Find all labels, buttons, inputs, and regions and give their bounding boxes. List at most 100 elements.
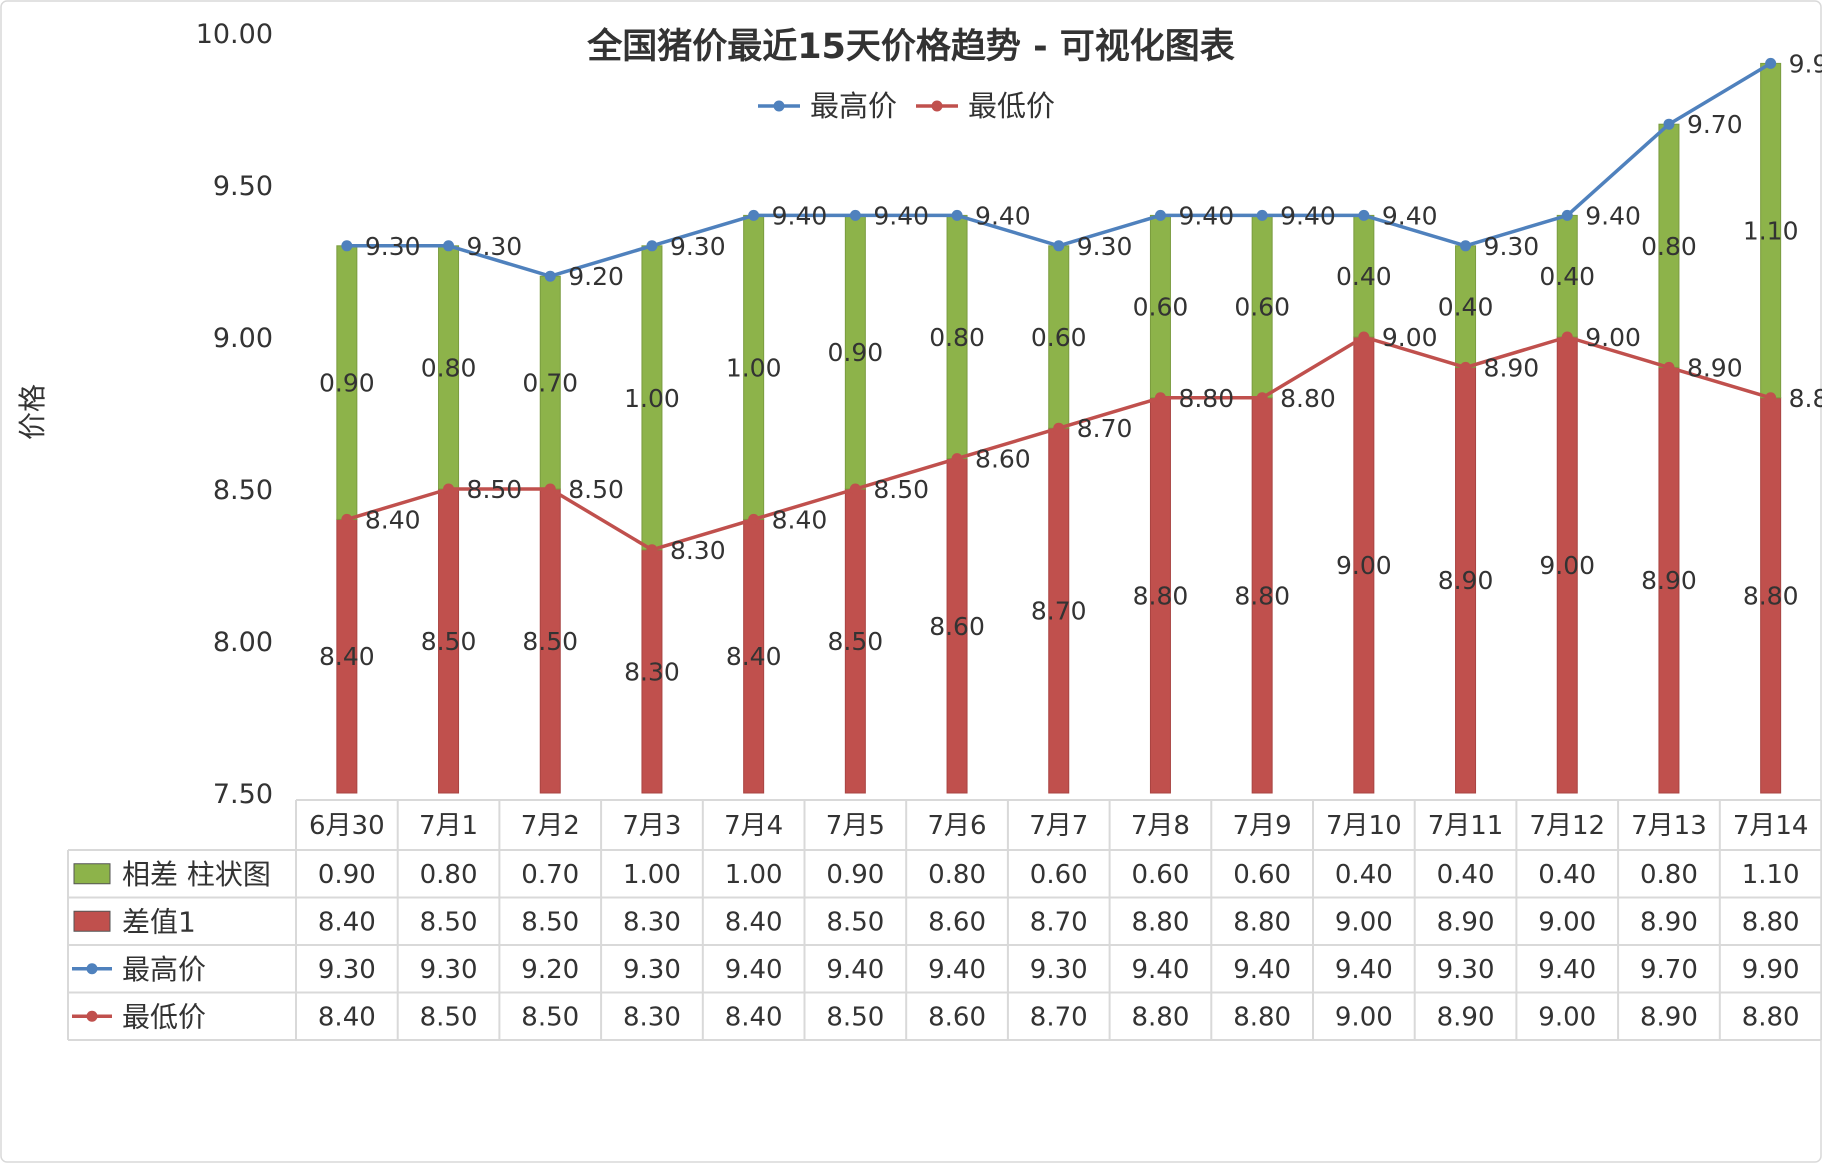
point-min-price bbox=[1663, 361, 1675, 373]
table-cell: 8.40 bbox=[318, 1002, 376, 1032]
point-min-label: 8.90 bbox=[1687, 353, 1743, 382]
legend-item-min: 最低价 bbox=[916, 89, 1055, 123]
bar-diff-label: 1.00 bbox=[726, 353, 782, 382]
point-max-label: 9.30 bbox=[467, 232, 523, 261]
x-tick-label: 7月7 bbox=[1029, 811, 1088, 841]
row-label: 最高价 bbox=[122, 953, 206, 986]
point-max-label: 9.40 bbox=[1178, 201, 1234, 230]
point-max-label: 9.40 bbox=[1585, 201, 1641, 230]
table-cell: 9.40 bbox=[725, 955, 783, 985]
table-cell: 8.50 bbox=[420, 1002, 478, 1032]
table-cell: 0.40 bbox=[1538, 860, 1596, 890]
table-cell: 0.40 bbox=[1437, 860, 1495, 890]
bar-base-label: 8.40 bbox=[319, 642, 375, 671]
point-min-price bbox=[1053, 422, 1065, 434]
bar-base-label: 8.80 bbox=[1743, 581, 1799, 610]
point-max-price bbox=[341, 240, 353, 252]
point-max-price bbox=[544, 270, 556, 282]
legend-label: 最高价 bbox=[810, 89, 897, 123]
legend: 最高价 最低价 bbox=[758, 89, 1055, 123]
table-row: 差值1 8.40 8.50 8.50 8.30 8.40 8.50 8.60 8.70 8.80 8… bbox=[73, 905, 1800, 938]
table-cell: 9.40 bbox=[1132, 955, 1190, 985]
table-cell: 9.00 bbox=[1538, 1002, 1596, 1032]
table-cell: 9.30 bbox=[1030, 955, 1088, 985]
bar-base-label: 8.80 bbox=[1133, 581, 1189, 610]
x-tick-label: 7月3 bbox=[622, 811, 681, 841]
point-min-price bbox=[1154, 392, 1166, 404]
point-max-label: 9.40 bbox=[772, 201, 828, 230]
point-min-label: 8.50 bbox=[873, 475, 929, 504]
table-cell: 8.40 bbox=[318, 907, 376, 937]
table-cell: 8.80 bbox=[1742, 907, 1800, 937]
point-min-label: 8.30 bbox=[670, 536, 726, 565]
point-max-price bbox=[443, 240, 455, 252]
table-cell: 8.80 bbox=[1233, 1002, 1291, 1032]
table-cell: 8.70 bbox=[1030, 907, 1088, 937]
table-cell: 8.80 bbox=[1742, 1002, 1800, 1032]
y-axis-ticks: 7.50 8.00 8.50 9.00 9.50 10.00 bbox=[196, 19, 273, 810]
table-cell: 0.90 bbox=[826, 860, 884, 890]
point-min-label: 8.40 bbox=[772, 505, 828, 534]
point-max-label: 9.40 bbox=[975, 201, 1031, 230]
x-tick-label: 7月12 bbox=[1529, 811, 1605, 841]
point-max-price bbox=[1358, 209, 1370, 221]
table-cell: 0.70 bbox=[521, 860, 579, 890]
row-label: 差值1 bbox=[122, 905, 196, 938]
legend-item-max: 最高价 bbox=[758, 89, 897, 123]
point-min-label: 8.50 bbox=[467, 475, 523, 504]
bar-diff-label: 1.00 bbox=[624, 384, 680, 413]
table-cell: 9.90 bbox=[1742, 955, 1800, 985]
table-cell: 8.80 bbox=[1233, 907, 1291, 937]
table-row: 最低价 8.40 8.50 8.50 8.30 8.40 8.50 8.60 8.70 8.80 8… bbox=[72, 1000, 1800, 1033]
table-cell: 9.30 bbox=[1437, 955, 1495, 985]
point-min-price bbox=[849, 483, 861, 495]
data-table: 6月30 7月1 7月2 7月3 7月4 7月5 7月6 7月7 7月8 7月9 7月10 7月11 7… bbox=[67, 799, 1822, 1041]
bar-diff-label: 0.60 bbox=[1133, 293, 1189, 322]
point-max-price bbox=[1561, 209, 1573, 221]
y-axis-label: 价格 bbox=[16, 384, 49, 440]
point-min-price bbox=[544, 483, 556, 495]
table-cell: 0.40 bbox=[1335, 860, 1393, 890]
table-row: 最高价 9.30 9.30 9.20 9.30 9.40 9.40 9.40 9.30 9.40 9… bbox=[72, 953, 1800, 986]
table-cell: 8.90 bbox=[1640, 1002, 1698, 1032]
row-label: 相差 柱状图 bbox=[122, 858, 271, 891]
point-min-label: 8.60 bbox=[975, 445, 1031, 474]
table-row: 相差 柱状图 0.90 0.80 0.70 1.00 1.00 0.90 0.80 0.60 0.… bbox=[73, 858, 1800, 891]
point-min-label: 8.40 bbox=[365, 505, 421, 534]
y-tick-label: 8.50 bbox=[213, 475, 273, 506]
legend-label: 最低价 bbox=[968, 89, 1055, 123]
point-min-price bbox=[1765, 392, 1777, 404]
bar-base-label: 8.50 bbox=[828, 627, 884, 656]
point-max-label: 9.30 bbox=[365, 232, 421, 261]
table-cell: 0.60 bbox=[1132, 860, 1190, 890]
x-tick-label: 7月14 bbox=[1733, 811, 1809, 841]
bar-diff-label: 1.10 bbox=[1743, 217, 1799, 246]
bar-diff-label: 0.60 bbox=[1031, 323, 1087, 352]
legend-marker-icon bbox=[773, 100, 785, 112]
table-cell: 8.90 bbox=[1437, 1002, 1495, 1032]
point-min-price bbox=[951, 453, 963, 465]
point-min-label: 8.70 bbox=[1077, 414, 1133, 443]
row-key-bar-icon bbox=[73, 910, 111, 932]
table-cell: 8.80 bbox=[1132, 1002, 1190, 1032]
table-cell: 8.40 bbox=[725, 1002, 783, 1032]
table-cell: 9.30 bbox=[318, 955, 376, 985]
x-tick-label: 7月5 bbox=[826, 811, 885, 841]
bar-base-label: 8.80 bbox=[1234, 581, 1290, 610]
table-cell: 8.40 bbox=[725, 907, 783, 937]
x-tick-label: 7月2 bbox=[521, 811, 580, 841]
bar-diff-label: 0.90 bbox=[319, 369, 375, 398]
table-cell: 8.90 bbox=[1437, 907, 1495, 937]
table-cell: 9.30 bbox=[623, 955, 681, 985]
table-cell: 8.70 bbox=[1030, 1002, 1088, 1032]
x-tick-label: 7月1 bbox=[419, 811, 478, 841]
table-cell: 8.90 bbox=[1640, 907, 1698, 937]
bar-base-label: 8.70 bbox=[1031, 597, 1087, 626]
point-min-label: 8.90 bbox=[1484, 353, 1540, 382]
table-cell: 9.40 bbox=[826, 955, 884, 985]
table-cell: 8.30 bbox=[623, 907, 681, 937]
point-max-label: 9.40 bbox=[873, 201, 929, 230]
x-tick-label: 7月10 bbox=[1326, 811, 1402, 841]
table-cell: 8.50 bbox=[521, 907, 579, 937]
